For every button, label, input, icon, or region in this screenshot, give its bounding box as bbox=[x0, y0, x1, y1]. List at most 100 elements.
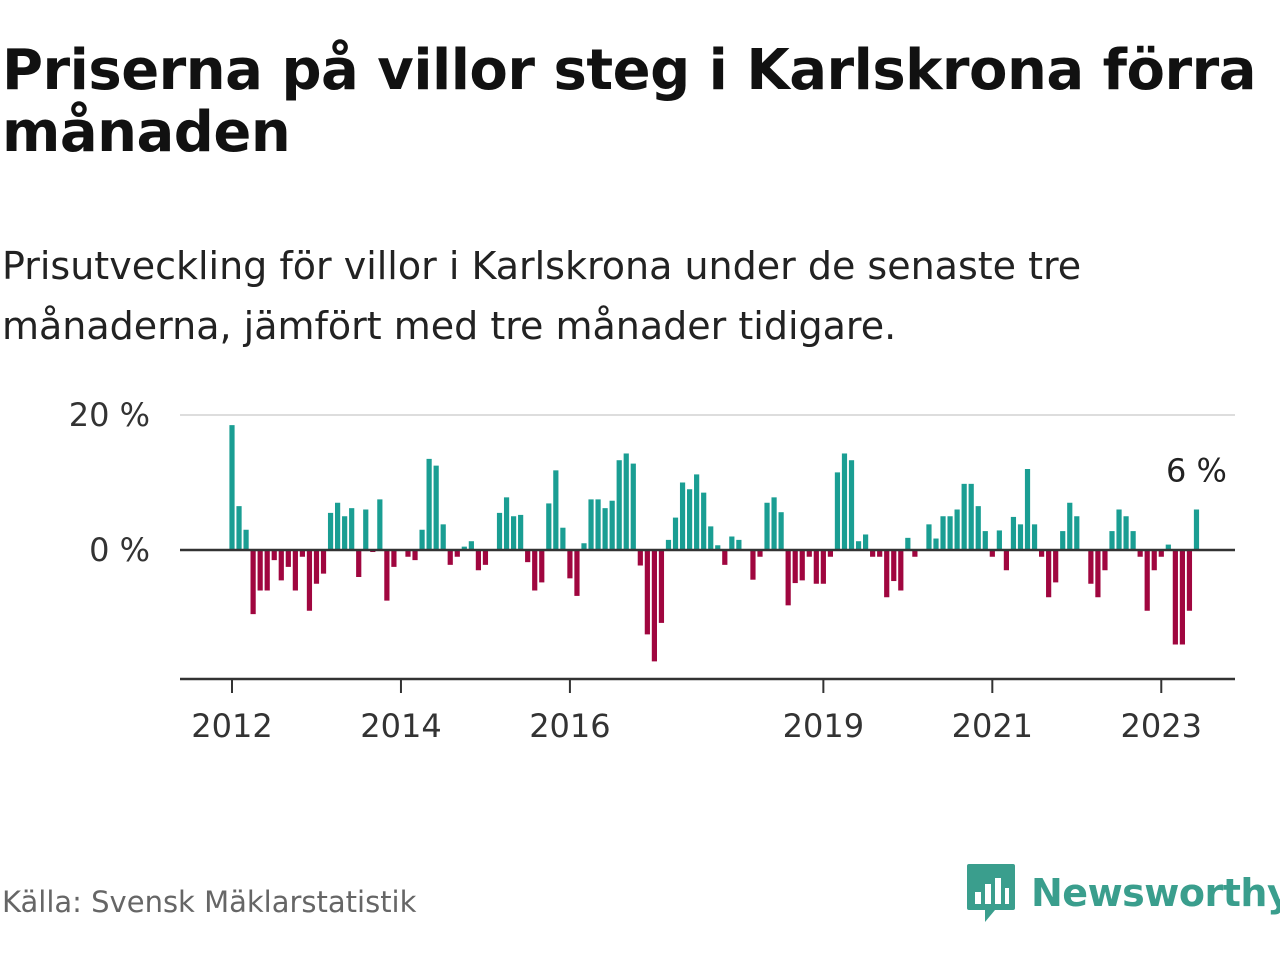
bar bbox=[905, 537, 911, 550]
bar bbox=[616, 460, 622, 550]
bar bbox=[447, 550, 453, 565]
bar bbox=[342, 516, 348, 550]
bar bbox=[539, 550, 545, 583]
y-tick-label: 20 % bbox=[69, 396, 150, 434]
bar bbox=[1010, 516, 1017, 550]
bar bbox=[1046, 550, 1052, 598]
bar bbox=[1067, 502, 1073, 550]
bar bbox=[940, 516, 946, 550]
bar bbox=[736, 539, 742, 551]
last-value-label: 6 % bbox=[1166, 452, 1227, 490]
bar bbox=[694, 474, 700, 550]
bar bbox=[391, 550, 397, 567]
bar bbox=[250, 550, 256, 615]
bar bbox=[1172, 550, 1178, 645]
bar bbox=[236, 506, 242, 551]
brand-logo[interactable]: Newsworthy bbox=[965, 862, 1280, 924]
bar bbox=[679, 482, 686, 550]
bar bbox=[243, 529, 249, 550]
bar bbox=[327, 512, 334, 551]
bar bbox=[609, 500, 615, 550]
bar bbox=[848, 460, 855, 550]
source-note: Källa: Svensk Mäklarstatistik bbox=[2, 885, 417, 919]
bar bbox=[1137, 550, 1143, 557]
chart-title: Priserna på villor steg i Karlskrona för… bbox=[2, 38, 1257, 165]
bar bbox=[870, 550, 876, 557]
bar bbox=[454, 550, 460, 557]
bar bbox=[884, 550, 890, 598]
bar bbox=[306, 550, 313, 611]
bar bbox=[729, 536, 735, 550]
bar bbox=[841, 453, 848, 550]
bar bbox=[1179, 550, 1185, 645]
bar bbox=[496, 512, 503, 551]
bar bbox=[771, 497, 777, 550]
bar bbox=[257, 550, 263, 591]
brand-name: Newsworthy bbox=[1031, 871, 1280, 915]
x-tick-label: 2016 bbox=[529, 707, 610, 745]
x-tick-label: 2014 bbox=[360, 707, 441, 745]
bar bbox=[335, 502, 341, 550]
bar bbox=[602, 508, 608, 550]
bar bbox=[405, 550, 411, 557]
bar bbox=[1031, 524, 1038, 550]
bar bbox=[961, 483, 967, 550]
bar bbox=[855, 541, 862, 550]
bar bbox=[546, 503, 552, 550]
bar bbox=[511, 516, 517, 550]
bar bbox=[1039, 550, 1045, 557]
bar bbox=[799, 550, 805, 581]
bar bbox=[722, 550, 728, 565]
bar bbox=[412, 550, 418, 561]
bar bbox=[623, 453, 629, 550]
x-tick-label: 2019 bbox=[783, 707, 864, 745]
bar bbox=[975, 506, 981, 551]
bar bbox=[581, 543, 587, 550]
bar bbox=[356, 550, 362, 577]
bar-chart: 0 % 20 % 2012 2014 2016 2019 2021 2023 6 % bbox=[69, 396, 1235, 745]
bar bbox=[630, 463, 636, 550]
bar bbox=[877, 550, 883, 557]
bar bbox=[482, 550, 489, 565]
bar bbox=[384, 550, 390, 601]
bar bbox=[1017, 524, 1024, 550]
bar bbox=[637, 550, 643, 566]
bar bbox=[1116, 509, 1122, 550]
bar bbox=[715, 545, 721, 550]
x-tick-label: 2012 bbox=[191, 707, 272, 745]
bar bbox=[750, 550, 756, 580]
bar bbox=[933, 538, 939, 550]
bar bbox=[1165, 544, 1171, 550]
bar bbox=[820, 550, 826, 584]
bar bbox=[285, 550, 291, 567]
bar bbox=[644, 550, 650, 635]
chart-subtitle: Prisutveckling för villor i Karlskrona u… bbox=[2, 244, 1082, 348]
bar bbox=[665, 539, 672, 551]
bar bbox=[1158, 550, 1164, 557]
bar bbox=[1123, 516, 1129, 550]
bar bbox=[687, 489, 693, 550]
bar bbox=[989, 550, 995, 557]
bar bbox=[525, 550, 531, 563]
bar bbox=[968, 483, 974, 550]
axes bbox=[180, 548, 1235, 693]
bar bbox=[1053, 550, 1059, 583]
bar bbox=[813, 550, 819, 584]
bar bbox=[672, 517, 679, 550]
bar bbox=[947, 516, 953, 550]
bar bbox=[1130, 531, 1136, 550]
bar bbox=[1088, 550, 1094, 584]
bar bbox=[595, 499, 601, 551]
bar bbox=[320, 550, 327, 574]
bar bbox=[996, 530, 1002, 550]
bar bbox=[1060, 531, 1066, 550]
bar bbox=[658, 550, 665, 623]
bar bbox=[567, 550, 573, 579]
bar bbox=[433, 465, 439, 551]
bar bbox=[461, 546, 467, 551]
bar bbox=[1024, 469, 1031, 550]
bar bbox=[574, 550, 580, 596]
bar bbox=[349, 508, 355, 550]
bar bbox=[278, 550, 284, 581]
bar bbox=[419, 529, 425, 550]
